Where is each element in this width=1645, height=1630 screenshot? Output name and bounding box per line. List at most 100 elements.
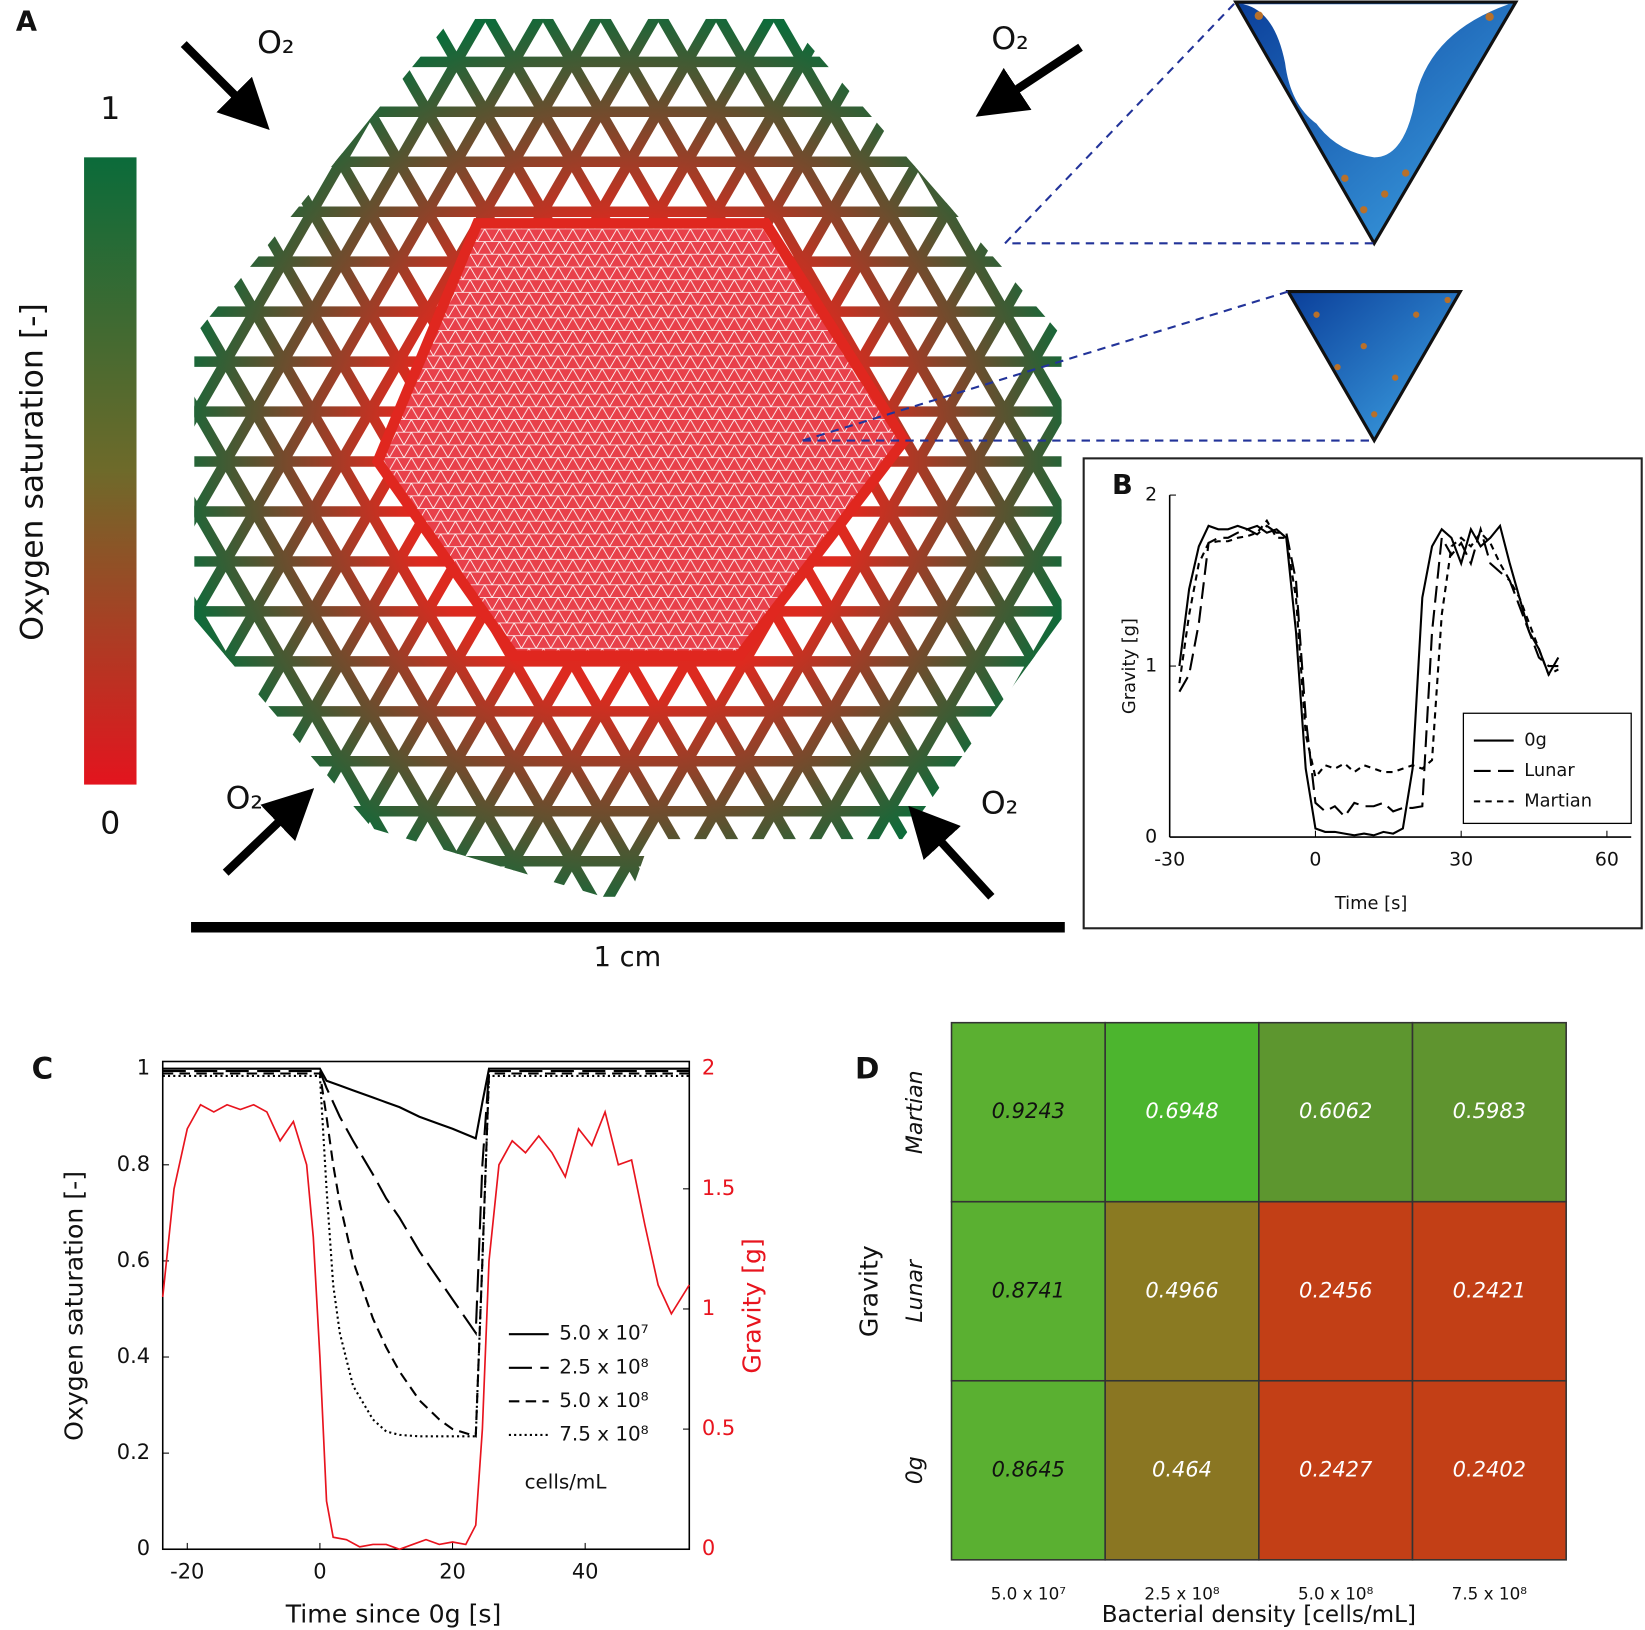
- x-tick-label: 0: [1309, 849, 1321, 871]
- colorbar: [84, 157, 137, 785]
- heat-cell: [950, 1200, 1106, 1382]
- panel-label: C: [32, 1051, 54, 1085]
- lattice-strut: [194, 18, 847, 897]
- y-tick-label: 0.8: [117, 1152, 150, 1176]
- heat-cell: [1258, 1379, 1414, 1561]
- legend-label: 5.0 x 10⁷: [559, 1322, 648, 1345]
- colorbar-tick: 0: [100, 805, 120, 841]
- y2-tick-label: 1.5: [702, 1176, 735, 1200]
- panel-frame: [1082, 457, 1643, 930]
- cell-label: 0.9243: [992, 1099, 1065, 1123]
- legend-label: 7.5 x 10⁸: [559, 1422, 648, 1445]
- inner-region: [371, 218, 911, 661]
- cell-label: 0.2402: [1453, 1457, 1526, 1481]
- y2-axis-label: Gravity [g]: [737, 1238, 766, 1373]
- lattice-strut: [369, 18, 1062, 897]
- panel-label: B: [1112, 470, 1133, 501]
- data-line: [162, 1072, 690, 1438]
- legend-label: Lunar: [1524, 760, 1575, 781]
- heat-cell: [1104, 1200, 1260, 1382]
- x-tick-label: 30: [1449, 849, 1473, 871]
- y-tick-label: 1: [1145, 655, 1157, 677]
- y2-tick-label: 2: [702, 1056, 715, 1080]
- cell-label: 0.6062: [1299, 1099, 1372, 1123]
- lattice-strut: [194, 18, 890, 897]
- y-tick-label: 0.4: [117, 1344, 150, 1368]
- cell-label: 0.2427: [1299, 1457, 1373, 1481]
- y2-tick-label: 0.5: [702, 1416, 735, 1440]
- cell-label: 0.5983: [1453, 1099, 1526, 1123]
- cell-label: 0.2456: [1299, 1278, 1372, 1302]
- cell-label: 0.8741: [992, 1278, 1065, 1302]
- o2-label: O₂: [257, 25, 294, 61]
- o2-label: O₂: [991, 21, 1028, 57]
- row-label: Martian: [903, 1070, 928, 1154]
- o2-label: O₂: [981, 786, 1018, 822]
- insets: [802, 0, 1519, 444]
- lattice-strut: [194, 18, 890, 897]
- column-label: 2.5 x 10⁸: [1144, 1583, 1220, 1603]
- row-label: 0g: [903, 1456, 928, 1484]
- heat-cell: [1104, 1379, 1260, 1561]
- lattice-strut: [194, 18, 804, 897]
- cell-label: 0.8645: [992, 1457, 1065, 1481]
- panel-label: D: [855, 1051, 879, 1085]
- y-tick-label: 1: [137, 1056, 150, 1080]
- cell-label: 0.6948: [1145, 1099, 1218, 1123]
- y-axis-label: Oxygen saturation [-]: [60, 1171, 89, 1441]
- data-line: [1178, 524, 1559, 819]
- data-line: [161, 1103, 691, 1551]
- x-axis-label: Bacterial density [cells/mL]: [1102, 1602, 1416, 1628]
- cell-label: 0.2421: [1453, 1278, 1526, 1302]
- legend-label: 5.0 x 10⁸: [559, 1389, 648, 1412]
- cell-label: 0.464: [1152, 1457, 1212, 1481]
- row-label: Lunar: [903, 1258, 928, 1323]
- legend-frame: [1462, 712, 1632, 825]
- y-axis-label: Gravity [g]: [1119, 618, 1140, 714]
- lattice-strut: [194, 18, 804, 897]
- heat-cell: [1411, 1200, 1567, 1382]
- column-label: 5.0 x 10⁸: [1298, 1583, 1374, 1603]
- y-tick-label: 0: [1145, 826, 1157, 848]
- data-line: [162, 1067, 690, 1140]
- column-label: 7.5 x 10⁸: [1452, 1583, 1528, 1603]
- scale-label: 1 cm: [594, 942, 662, 973]
- o2-label: O₂: [226, 780, 263, 816]
- heat-cell: [1104, 1021, 1260, 1203]
- x-tick-label: 20: [439, 1559, 466, 1583]
- cell-label: 0.4966: [1145, 1278, 1218, 1302]
- heat-cell: [950, 1021, 1106, 1203]
- plot-frame: [161, 1060, 691, 1551]
- heat-cell: [1258, 1200, 1414, 1382]
- lattice-strut: [455, 18, 1062, 897]
- panel-label: A: [16, 7, 37, 38]
- lattice-strut: [194, 18, 760, 897]
- y-tick-label: 0.6: [117, 1248, 150, 1272]
- x-tick-label: -20: [170, 1559, 204, 1583]
- data-line: [1178, 518, 1559, 780]
- y-axis-label: Gravity: [855, 1245, 884, 1337]
- legend-title: cells/mL: [525, 1471, 607, 1494]
- heat-cell: [1258, 1021, 1414, 1203]
- y2-tick-label: 0: [702, 1536, 715, 1560]
- lattice-strut: [194, 18, 760, 897]
- data-line: [1178, 523, 1560, 837]
- data-line: [162, 1074, 690, 1438]
- legend-label: 0g: [1524, 730, 1547, 751]
- x-tick-label: -30: [1154, 849, 1185, 871]
- y2-tick-label: 1: [702, 1296, 715, 1320]
- x-tick-label: 0: [313, 1559, 326, 1583]
- y-tick-label: 0: [137, 1536, 150, 1560]
- x-tick-label: 40: [572, 1559, 599, 1583]
- x-tick-label: 60: [1595, 849, 1619, 871]
- legend-label: 2.5 x 10⁸: [559, 1355, 648, 1378]
- lattice-strut: [455, 18, 1062, 897]
- lattice-strut: [194, 18, 847, 897]
- lattice-strut: [369, 18, 1062, 897]
- y-tick-label: 0.2: [117, 1440, 150, 1464]
- colorbar-tick: 1: [100, 91, 120, 127]
- x-axis-label: Time since 0g [s]: [285, 1599, 502, 1628]
- heat-cell: [1411, 1021, 1567, 1203]
- x-axis-label: Time [s]: [1334, 893, 1408, 914]
